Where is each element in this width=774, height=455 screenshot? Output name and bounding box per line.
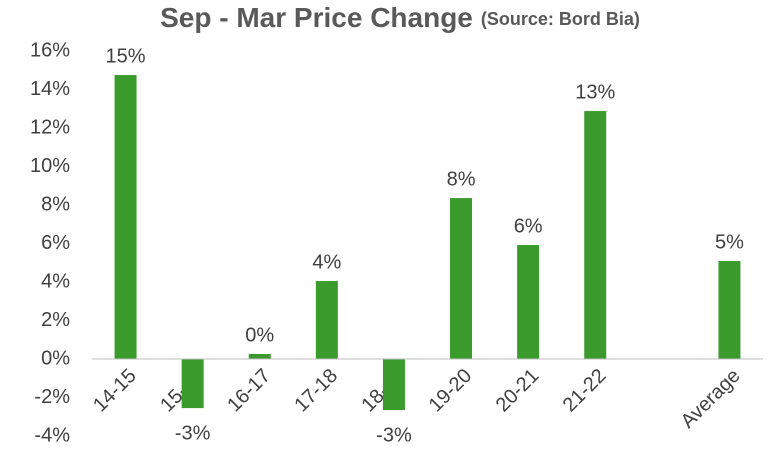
y-tick-label: 2% (41, 309, 70, 331)
bar (114, 75, 137, 359)
data-label: 8% (447, 168, 476, 190)
data-label: 13% (575, 81, 615, 103)
bar (718, 261, 741, 359)
x-tick-label: 14-15 (89, 365, 141, 417)
y-tick-label: 12% (30, 116, 70, 138)
bar (584, 111, 607, 359)
y-tick-label: 8% (41, 193, 70, 215)
y-tick-label: 10% (30, 155, 70, 177)
x-tick-label: 17-18 (290, 365, 342, 417)
y-tick-label: 16% (30, 39, 70, 61)
data-label: -3% (175, 422, 211, 444)
bar (315, 281, 338, 359)
y-tick-label: -4% (34, 424, 70, 446)
y-tick-label: 6% (41, 232, 70, 254)
y-tick-label: 4% (41, 270, 70, 292)
x-tick-label: Average (677, 365, 745, 433)
data-label: 0% (245, 324, 274, 346)
data-label: 15% (106, 45, 146, 67)
bar (450, 198, 473, 359)
chart-title-group: Sep - Mar Price Change (Source: Bord Bia) (160, 2, 640, 33)
data-label: 4% (312, 251, 341, 273)
y-tick-label: 0% (41, 347, 70, 369)
data-label: 6% (514, 215, 543, 237)
x-tick-label: 20-21 (492, 365, 544, 417)
chart-title: Sep - Mar Price Change (160, 2, 473, 33)
data-label: -3% (376, 424, 412, 446)
bar (382, 359, 405, 411)
bar (517, 245, 540, 359)
y-tick-label: 14% (30, 78, 70, 100)
chart-subtitle: (Source: Bord Bia) (481, 9, 640, 29)
data-label: 5% (715, 231, 744, 253)
x-tick-label: 16-17 (223, 365, 275, 417)
x-tick-label: 21-22 (559, 365, 611, 417)
bar (248, 353, 271, 359)
y-tick-label: -2% (34, 386, 70, 408)
x-tick-label: 19-20 (425, 365, 477, 417)
bar (181, 359, 204, 409)
